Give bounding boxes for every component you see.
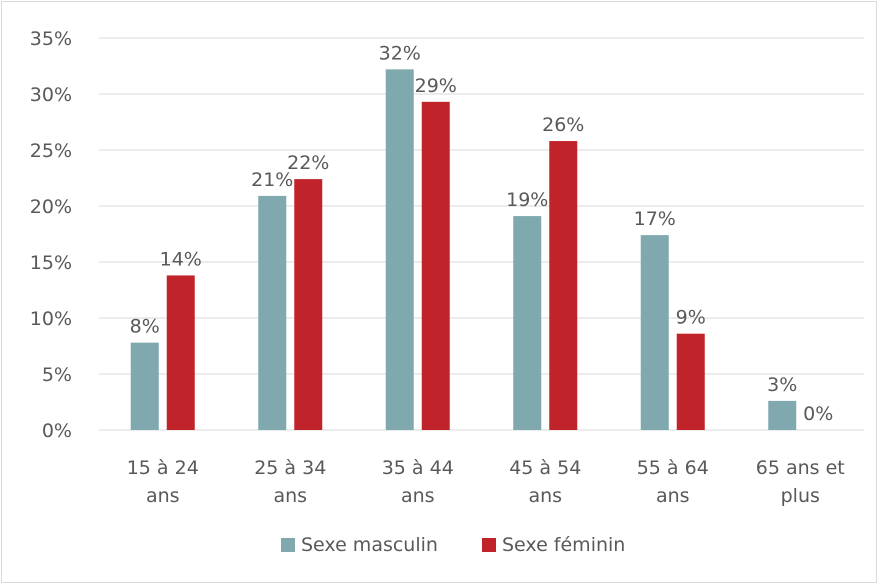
data-label: 29%: [415, 75, 457, 97]
category-label: 35 à 44: [382, 457, 454, 479]
y-tick-label: 25%: [30, 140, 72, 162]
y-tick-label: 10%: [30, 308, 72, 330]
y-tick-label: 15%: [30, 252, 72, 274]
bar-masculin: [513, 216, 542, 430]
category-label: ans: [528, 485, 562, 507]
category-label: 25 à 34: [254, 457, 326, 479]
data-label: 0%: [803, 403, 833, 425]
y-axis-ticks: 0% 5% 10% 15% 20% 25% 30% 35%: [30, 28, 72, 442]
data-label: 21%: [251, 169, 293, 191]
legend-swatch: [482, 538, 496, 552]
y-tick-label: 0%: [42, 420, 72, 442]
bar-feminin: [676, 333, 705, 430]
category-label: ans: [146, 485, 180, 507]
category-label: ans: [401, 485, 435, 507]
x-axis-categories: 15 à 24 ans 25 à 34 ans 35 à 44 ans 45 à 54 ans…: [127, 457, 845, 507]
bar-masculin: [130, 342, 159, 430]
y-tick-label: 30%: [30, 84, 72, 106]
bar-masculin: [640, 235, 669, 430]
data-label: 19%: [506, 189, 548, 211]
data-label: 14%: [160, 248, 202, 270]
data-label: 3%: [767, 374, 797, 396]
data-label: 22%: [287, 152, 329, 174]
data-label: 26%: [542, 114, 584, 136]
legend: Sexe masculin Sexe féminin: [281, 534, 625, 556]
bar-masculin: [768, 400, 797, 430]
category-label: 15 à 24: [127, 457, 199, 479]
gridlines: [99, 37, 864, 431]
bar-masculin: [258, 195, 287, 430]
data-label: 9%: [676, 307, 706, 329]
legend-label: Sexe masculin: [301, 534, 438, 556]
category-label: 55 à 64: [637, 457, 709, 479]
data-label: 17%: [634, 208, 676, 230]
category-label: 65 ans et: [756, 457, 845, 479]
bar-masculin: [385, 69, 414, 431]
category-label: plus: [781, 485, 820, 507]
category-label: ans: [656, 485, 690, 507]
bar-feminin: [294, 179, 323, 430]
bar-feminin: [549, 141, 578, 431]
y-tick-label: 5%: [42, 364, 72, 386]
category-label: 45 à 54: [509, 457, 581, 479]
data-label: 32%: [379, 42, 421, 64]
bars: [130, 69, 797, 431]
data-label: 8%: [130, 316, 160, 338]
legend-label: Sexe féminin: [502, 534, 625, 556]
data-labels: 8% 14% 21%22% 32% 29% 19% 26% 17% 9% 3% 0%: [130, 42, 834, 425]
legend-swatch: [281, 538, 295, 552]
bar-feminin: [421, 101, 450, 430]
y-tick-label: 20%: [30, 196, 72, 218]
y-tick-label: 35%: [30, 28, 72, 50]
category-label: ans: [273, 485, 307, 507]
bar-feminin: [166, 275, 195, 430]
